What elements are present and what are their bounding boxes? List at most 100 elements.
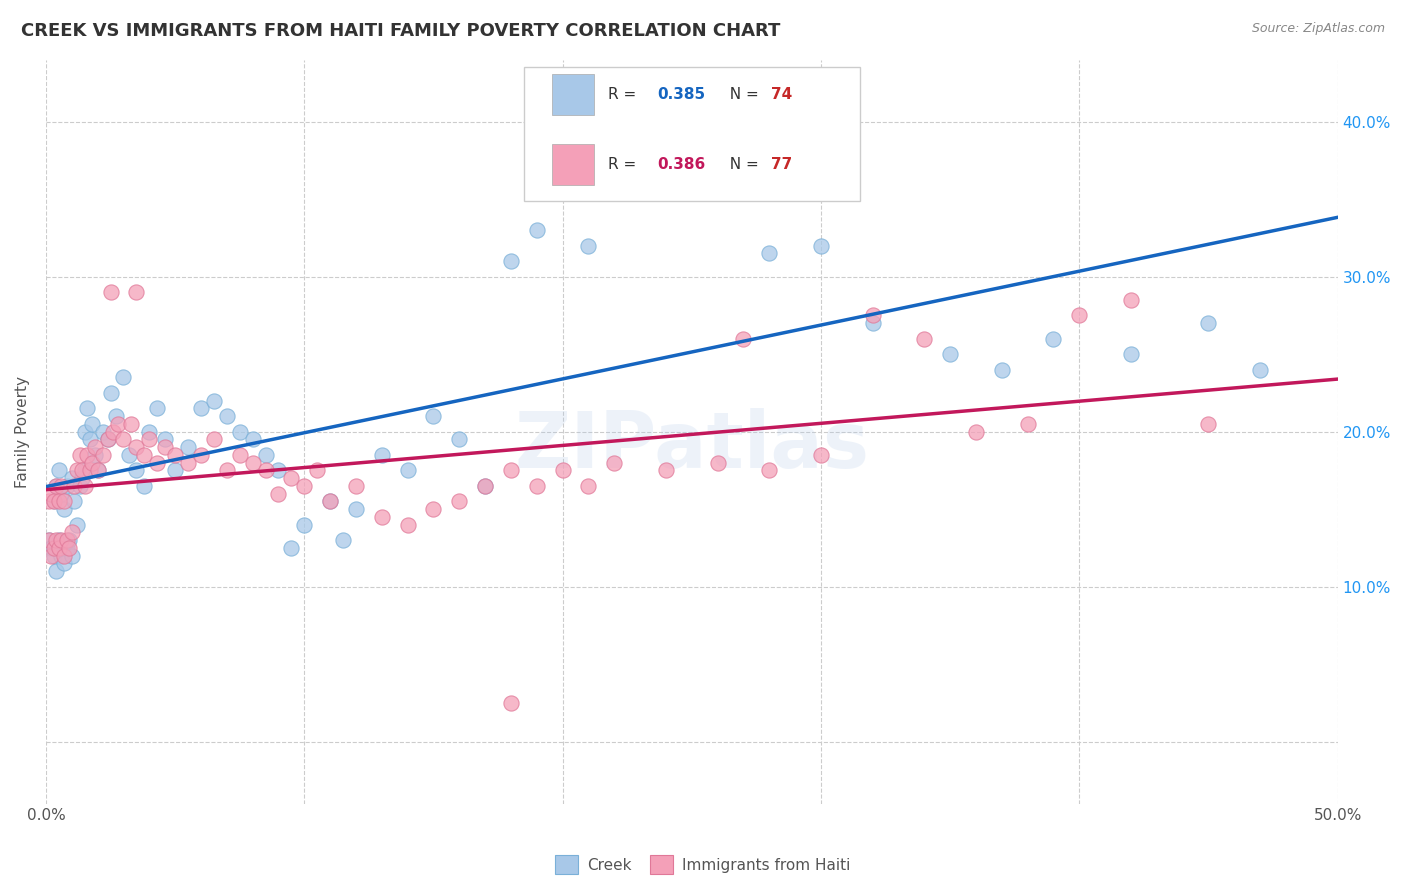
Point (307, 463, 329, 477)
Point (38, 533, 60, 548)
Point (60, 471, 83, 485)
Point (58, 533, 80, 548)
Point (63, 479, 86, 493)
Point (344, 479, 367, 493)
Text: R =: R = (607, 87, 641, 103)
Point (48, 494, 70, 508)
Point (60, 525, 83, 540)
Point (733, 332, 755, 346)
Point (86, 463, 108, 477)
Point (190, 448, 212, 462)
Point (499, 463, 522, 477)
Point (1017, 417, 1039, 431)
Point (371, 509, 394, 524)
Point (202, 393, 225, 408)
Point (344, 502, 367, 516)
Point (70, 463, 93, 477)
Point (42, 541, 65, 555)
Point (153, 433, 176, 447)
Y-axis label: Family Poverty: Family Poverty (15, 376, 30, 488)
Point (939, 347, 962, 361)
Point (1069, 309, 1091, 323)
Point (146, 401, 169, 416)
Point (66, 517, 89, 532)
Point (45, 533, 67, 548)
Point (499, 696, 522, 710)
Point (319, 494, 342, 508)
Point (79, 463, 101, 477)
Point (125, 285, 148, 299)
Point (758, 463, 780, 477)
Point (84, 448, 107, 462)
Text: Source: ZipAtlas.com: Source: ZipAtlas.com (1251, 22, 1385, 36)
Point (91, 425, 114, 439)
Point (69, 448, 91, 462)
Point (449, 433, 471, 447)
Point (48, 463, 70, 477)
Point (242, 433, 264, 447)
Point (39, 541, 62, 555)
Point (53, 557, 76, 571)
Point (177, 456, 200, 470)
Text: CREEK VS IMMIGRANTS FROM HAITI FAMILY POVERTY CORRELATION CHART: CREEK VS IMMIGRANTS FROM HAITI FAMILY PO… (21, 22, 780, 40)
Point (215, 409, 238, 423)
Text: N =: N = (720, 87, 763, 103)
Point (60, 549, 83, 563)
Point (1249, 362, 1271, 376)
Point (603, 185, 626, 199)
Point (138, 425, 160, 439)
Point (79, 433, 101, 447)
Text: 74: 74 (770, 87, 792, 103)
Point (499, 254, 522, 268)
Point (1119, 347, 1142, 361)
Text: 77: 77 (770, 157, 792, 171)
Point (655, 463, 678, 477)
Point (254, 448, 277, 462)
Point (912, 332, 935, 346)
Point (38, 533, 60, 548)
Point (267, 486, 290, 500)
Point (82, 456, 104, 470)
Point (73, 425, 96, 439)
Point (706, 456, 728, 470)
Point (810, 238, 832, 252)
Point (1119, 293, 1142, 307)
Point (422, 409, 444, 423)
Point (551, 463, 574, 477)
Text: ZIPatlas: ZIPatlas (515, 409, 869, 484)
FancyBboxPatch shape (553, 74, 593, 115)
Point (526, 479, 548, 493)
Point (228, 448, 250, 462)
Point (48, 533, 70, 548)
Point (991, 362, 1014, 376)
Point (42, 494, 65, 508)
Text: N =: N = (720, 157, 763, 171)
Point (810, 448, 832, 462)
Point (69, 479, 91, 493)
Point (292, 479, 315, 493)
Point (51, 549, 73, 563)
Point (84, 440, 107, 454)
FancyBboxPatch shape (553, 144, 593, 185)
Point (42, 549, 65, 563)
Point (125, 440, 148, 454)
Point (474, 479, 496, 493)
Point (371, 448, 394, 462)
Point (104, 409, 127, 423)
Point (76, 401, 98, 416)
Point (100, 285, 122, 299)
Point (474, 479, 496, 493)
Point (190, 401, 212, 416)
Point (396, 517, 419, 532)
Point (55, 533, 77, 548)
Point (51, 533, 73, 548)
Point (53, 549, 76, 563)
Point (202, 433, 225, 447)
Point (63, 494, 86, 508)
Point (449, 494, 471, 508)
Point (965, 425, 987, 439)
Point (267, 463, 290, 477)
Point (578, 238, 600, 252)
Point (526, 223, 548, 237)
Text: 0.385: 0.385 (657, 87, 704, 103)
